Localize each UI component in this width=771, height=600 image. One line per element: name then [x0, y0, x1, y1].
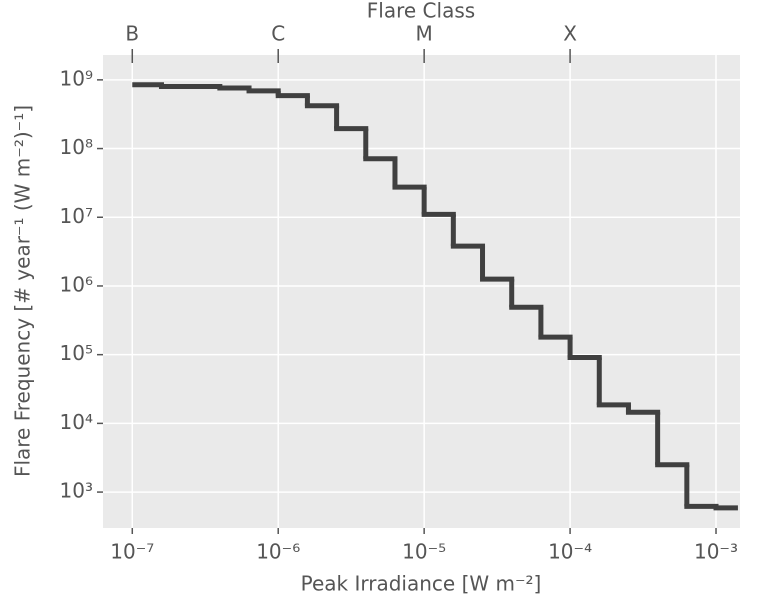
- x2-tick-label: C: [271, 22, 285, 46]
- x2-tick-label: M: [416, 22, 433, 46]
- y-tick-label: 10⁶: [60, 272, 93, 296]
- x-tick-label: 10⁻⁴: [548, 540, 592, 564]
- x-tick-label: 10⁻⁷: [110, 540, 154, 564]
- plot-area: [103, 55, 740, 528]
- y-tick-label: 10⁹: [60, 66, 93, 90]
- x2-tick-label: X: [563, 22, 577, 46]
- y-axis-label: Flare Frequency [# year⁻¹ (W m⁻²)⁻¹]: [11, 105, 35, 477]
- x2-tick-label: B: [125, 22, 139, 46]
- x-tick-label: 10⁻⁵: [402, 540, 446, 564]
- y-tick-label: 10⁷: [60, 204, 93, 228]
- x-tick-label: 10⁻³: [694, 540, 738, 564]
- x-axis-label: Peak Irradiance [W m⁻²]: [301, 572, 542, 596]
- y-tick-label: 10³: [60, 479, 93, 503]
- y-tick-label: 10⁵: [60, 341, 93, 365]
- x2-axis-label: Flare Class: [367, 0, 475, 23]
- y-tick-label: 10⁴: [60, 410, 93, 434]
- x-tick-label: 10⁻⁶: [256, 540, 300, 564]
- y-tick-label: 10⁸: [60, 135, 93, 159]
